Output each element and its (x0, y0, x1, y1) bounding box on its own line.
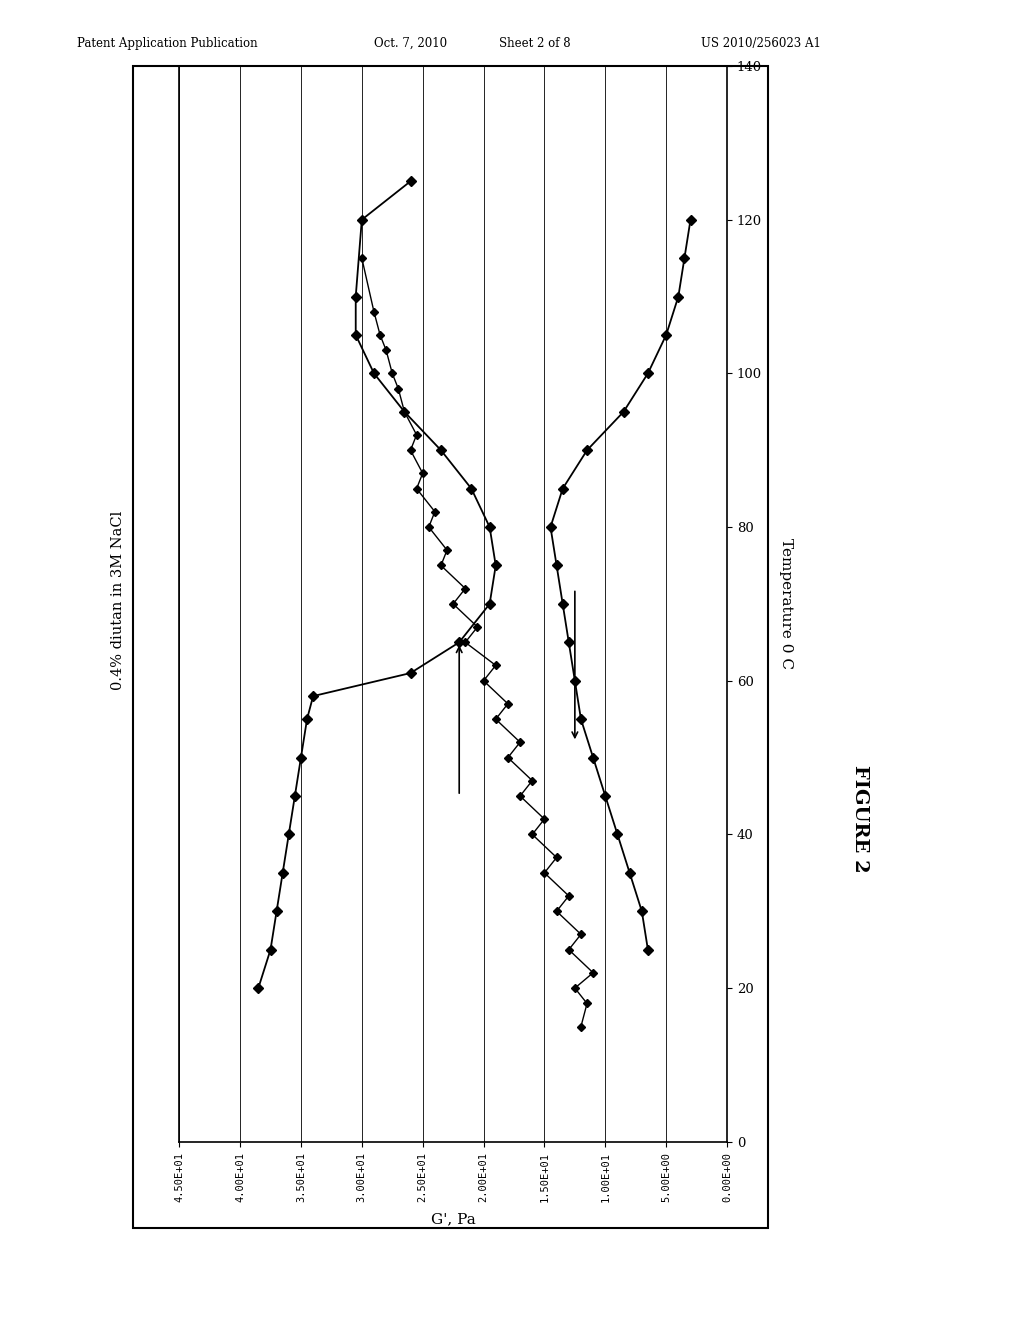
Text: 0.4% diutan in 3M NaCl: 0.4% diutan in 3M NaCl (111, 511, 125, 690)
X-axis label: G', Pa: G', Pa (431, 1213, 475, 1226)
Text: Sheet 2 of 8: Sheet 2 of 8 (499, 37, 570, 50)
Y-axis label: Temperature 0 C: Temperature 0 C (778, 539, 793, 669)
Text: US 2010/256023 A1: US 2010/256023 A1 (701, 37, 821, 50)
Text: Oct. 7, 2010: Oct. 7, 2010 (374, 37, 446, 50)
Text: Patent Application Publication: Patent Application Publication (77, 37, 257, 50)
Text: FIGURE 2: FIGURE 2 (851, 764, 869, 873)
